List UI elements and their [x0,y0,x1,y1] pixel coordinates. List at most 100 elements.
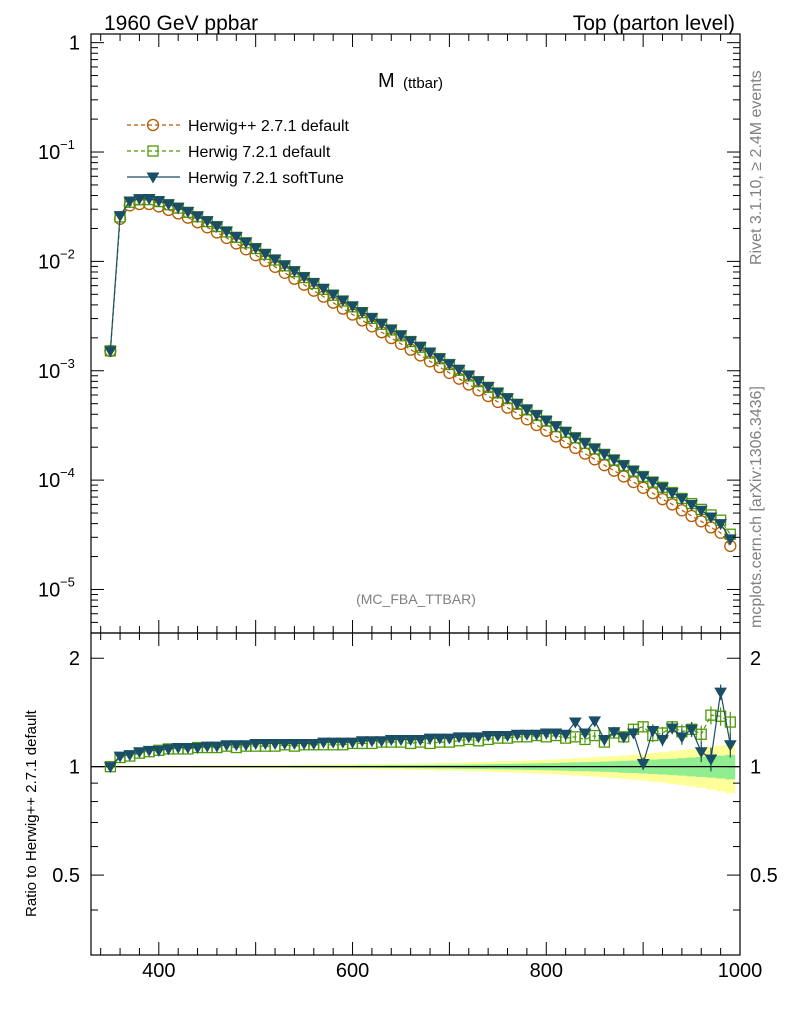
series-2-point [191,211,204,223]
main-ytick-label: 1 [69,33,80,55]
ratio-2-point [539,728,553,740]
ratio-2-point [607,727,621,739]
series-2-point [549,421,563,433]
ratio-2-point [268,738,282,750]
ratio-2-point [413,734,427,746]
series-2-point [423,347,437,359]
series-2-point [714,519,727,531]
ratio-2-point [598,734,611,746]
ratio-2-point [462,732,476,744]
series-2-point [510,398,524,410]
series-2-point [472,376,485,388]
series-2-point [404,336,418,348]
main-ytick-label: 10 [38,470,60,492]
ratio-2-point [171,743,185,755]
header-left: 1960 GeV ppbar [104,12,258,35]
ratio-2-point [656,734,669,746]
ratio-2-point [278,738,292,750]
x-axis: 400 600 800 1000 [100,34,763,982]
ratio-panel-series [104,684,737,774]
series-2-point [578,438,592,450]
ratio-2-point [452,732,466,744]
ratio-2-point [326,737,340,749]
ratio-2-point [559,729,573,741]
series-2-point [433,353,447,365]
ratio-2-point [549,728,563,740]
series-2-point [675,493,689,505]
main-ytick-label: 10 [38,142,60,164]
series-2-point [104,346,117,358]
ratio-2-point [501,731,514,743]
ratio-2-point [568,717,582,729]
ratio-2-point [627,728,640,740]
series-2-point [239,237,253,249]
ratio-ytick-label-left: 1 [69,757,80,779]
series-2-point [443,359,456,371]
ratio-2-point [675,732,689,744]
ratio-2-point [723,740,737,752]
legend-label-0: Herwig++ 2.7.1 default [188,118,350,135]
ratio-1-point [724,716,736,728]
ratio-2-point [317,737,330,749]
main-ytick-label: 10 [38,361,60,383]
ratio-2-point [181,743,195,755]
series-2-point [317,283,330,295]
series-2-point [268,254,282,266]
series-2-point [249,243,263,255]
main-ytick-label: 10 [38,251,60,273]
ratio-2-point [530,729,543,741]
ratio-2-point [152,745,166,757]
ratio-2-point [210,741,224,753]
series-2-point [617,460,631,472]
ratio-y-axis: 0.5 0.5 1 1 2 2 [52,648,778,911]
series-2-point [530,410,543,422]
legend: Herwig++ 2.7.1 default Herwig 7.2.1 defau… [127,118,350,187]
ratio-2-point [433,733,447,745]
main-ytick-exponent: −2 [60,246,75,261]
ratio-2-point [229,740,243,752]
series-2-point [559,427,573,439]
series-2-point [568,432,582,444]
series-2-point [326,289,340,301]
ratio-2-point [617,732,631,744]
ratio-2-point [588,716,602,728]
series-2-point [636,471,650,483]
ratio-2-point [307,738,321,750]
x-tick-label: 1000 [718,960,763,982]
ratio-2-point [636,759,650,771]
series-2-point [694,505,708,517]
series-2-point [171,202,185,214]
main-ytick-exponent: −5 [60,574,75,589]
ratio-2-point [336,737,350,749]
series-2-point [181,206,195,218]
ratio-ytick-label-left: 2 [69,648,80,670]
ratio-2-point [472,732,485,744]
series-2-point [375,318,388,330]
mcplots-reference-label: mcplots.cern.ch [arXiv:1306.3436] [748,386,765,628]
series-2-point [704,512,718,524]
series-2-point [491,387,505,399]
ratio-2-point [646,726,660,738]
ratio-2-point [443,733,456,745]
series-0-point [607,464,621,477]
series-2-point [384,324,398,336]
ratio-2-point [404,734,418,746]
ratio-2-point [200,741,214,753]
series-2-point [336,295,350,307]
ratio-2-point [220,740,233,752]
ratio-ytick-label-right: 2 [750,648,761,670]
header-right: Top (parton level) [573,12,735,35]
ratio-2-point [394,734,408,746]
legend-label-2: Herwig 7.2.1 softTune [188,170,344,187]
series-2-point [646,477,660,489]
series-2-point [394,330,408,342]
main-ytick-label: 10 [38,579,60,601]
series-2-point [462,370,476,382]
ratio-2-point [365,736,379,748]
ratio-2-point [346,737,359,749]
ratio-2-point [133,747,146,759]
ratio-2-point [297,738,311,750]
ratio-2-point [384,734,398,746]
series-2-point [607,454,621,466]
